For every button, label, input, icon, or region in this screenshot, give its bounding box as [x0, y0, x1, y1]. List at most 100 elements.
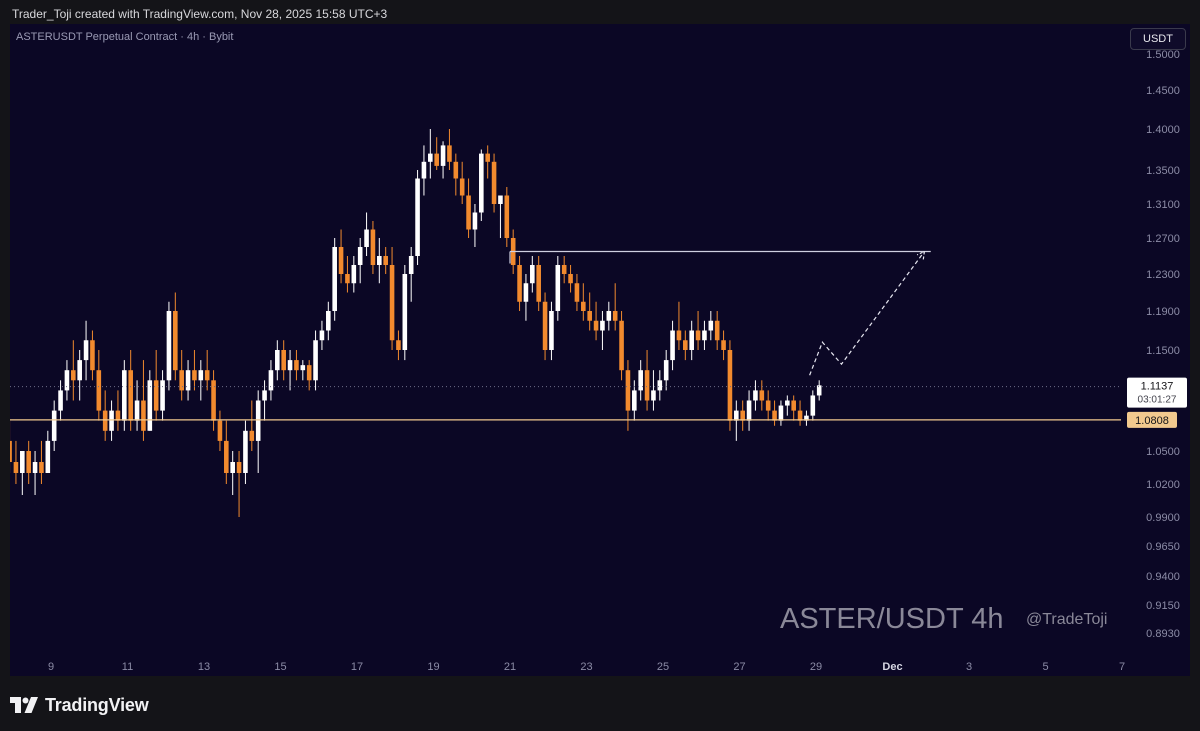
candle — [612, 283, 618, 331]
candle — [90, 330, 95, 381]
candle — [275, 340, 280, 381]
candle-body — [383, 256, 388, 265]
candle — [491, 153, 497, 213]
candle — [785, 395, 790, 416]
candle-body — [338, 247, 344, 274]
candle-body — [804, 415, 809, 421]
candle-body — [313, 340, 318, 381]
candle-body — [389, 265, 395, 341]
candle-body — [734, 410, 739, 421]
candle — [192, 350, 197, 391]
candle — [51, 400, 57, 451]
candle — [466, 178, 471, 238]
candle-body — [345, 274, 350, 284]
candle-body — [326, 311, 331, 331]
currency-unit-button[interactable]: USDT — [1130, 28, 1186, 50]
candle-body — [204, 370, 210, 381]
candle-body — [746, 400, 752, 421]
candle-body — [58, 390, 63, 411]
candle — [523, 274, 529, 321]
candle — [249, 400, 255, 451]
candle — [32, 451, 38, 495]
candle — [236, 451, 242, 517]
candle-body — [657, 380, 663, 391]
candle — [625, 360, 631, 431]
candle-body — [332, 247, 337, 311]
candle — [721, 330, 726, 361]
candle — [536, 256, 541, 311]
candle-body — [498, 195, 503, 204]
candle-body — [415, 178, 420, 256]
candle — [122, 360, 127, 431]
candle-body — [236, 462, 242, 473]
candle — [160, 370, 165, 421]
candle — [606, 301, 612, 331]
candle-body — [600, 320, 605, 331]
candle-body — [32, 462, 38, 473]
candle — [20, 451, 25, 495]
candle-body — [128, 370, 133, 421]
chart-panel[interactable]: 1.5000 1.4500 1.4000 1.3500 1.3100 1.2700 1.23… — [10, 24, 1190, 676]
price-tick-label: 1.2700 — [1146, 233, 1180, 245]
price-chart[interactable]: 1.5000 1.4500 1.4000 1.3500 1.3100 1.2700 1.23… — [10, 24, 1190, 676]
candle-body — [249, 430, 255, 441]
candle — [753, 380, 758, 411]
candle-body — [676, 330, 682, 341]
candle — [300, 360, 306, 381]
candle-body — [727, 350, 733, 421]
candle — [542, 292, 548, 361]
tradingview-logo[interactable]: TradingView — [10, 694, 149, 716]
candle-body — [632, 390, 637, 411]
candle — [147, 370, 153, 431]
candle-body — [224, 440, 229, 473]
candle — [581, 283, 586, 321]
candle — [549, 301, 554, 361]
candle-body — [90, 340, 95, 371]
candle — [472, 204, 478, 247]
candle-body — [141, 400, 146, 431]
candle — [434, 137, 439, 170]
candle-body — [351, 265, 357, 284]
candle — [204, 350, 210, 391]
time-tick-label: 29 — [810, 661, 822, 673]
candle — [141, 360, 146, 441]
candle — [102, 390, 108, 441]
candle — [58, 380, 63, 421]
candle — [351, 256, 357, 293]
candle — [128, 350, 133, 431]
candle — [498, 195, 503, 238]
candle — [364, 212, 369, 256]
candle-body — [689, 330, 694, 350]
candle-body — [147, 380, 153, 431]
candle — [791, 395, 796, 421]
time-tick-label: 19 — [427, 661, 439, 673]
candle-body — [683, 340, 688, 350]
candle — [689, 320, 694, 361]
price-tick-label: 1.1500 — [1146, 345, 1180, 357]
candle-body — [663, 360, 669, 381]
candle — [306, 360, 312, 391]
candle-body — [625, 370, 631, 411]
time-tick-label: 27 — [733, 661, 745, 673]
candle — [243, 420, 248, 484]
support-price-label-bg — [1127, 411, 1177, 428]
candle — [714, 311, 720, 350]
candle — [695, 311, 701, 350]
candle-body — [479, 153, 484, 213]
candle-body — [357, 247, 363, 265]
candle-body — [294, 360, 299, 371]
candle — [816, 380, 822, 401]
candle-body — [26, 451, 31, 473]
candle-body — [555, 265, 561, 311]
price-tick-label: 1.5000 — [1146, 49, 1180, 61]
candle-body — [542, 301, 548, 350]
candle — [561, 256, 567, 284]
candle-body — [287, 360, 293, 371]
candle-body — [306, 365, 312, 381]
candle — [676, 301, 682, 350]
candle — [574, 274, 580, 311]
candle-body — [702, 330, 707, 341]
price-tick-label: 0.9400 — [1146, 571, 1180, 583]
support-price-value: 1.0808 — [1135, 415, 1169, 427]
candle-body — [45, 440, 51, 473]
